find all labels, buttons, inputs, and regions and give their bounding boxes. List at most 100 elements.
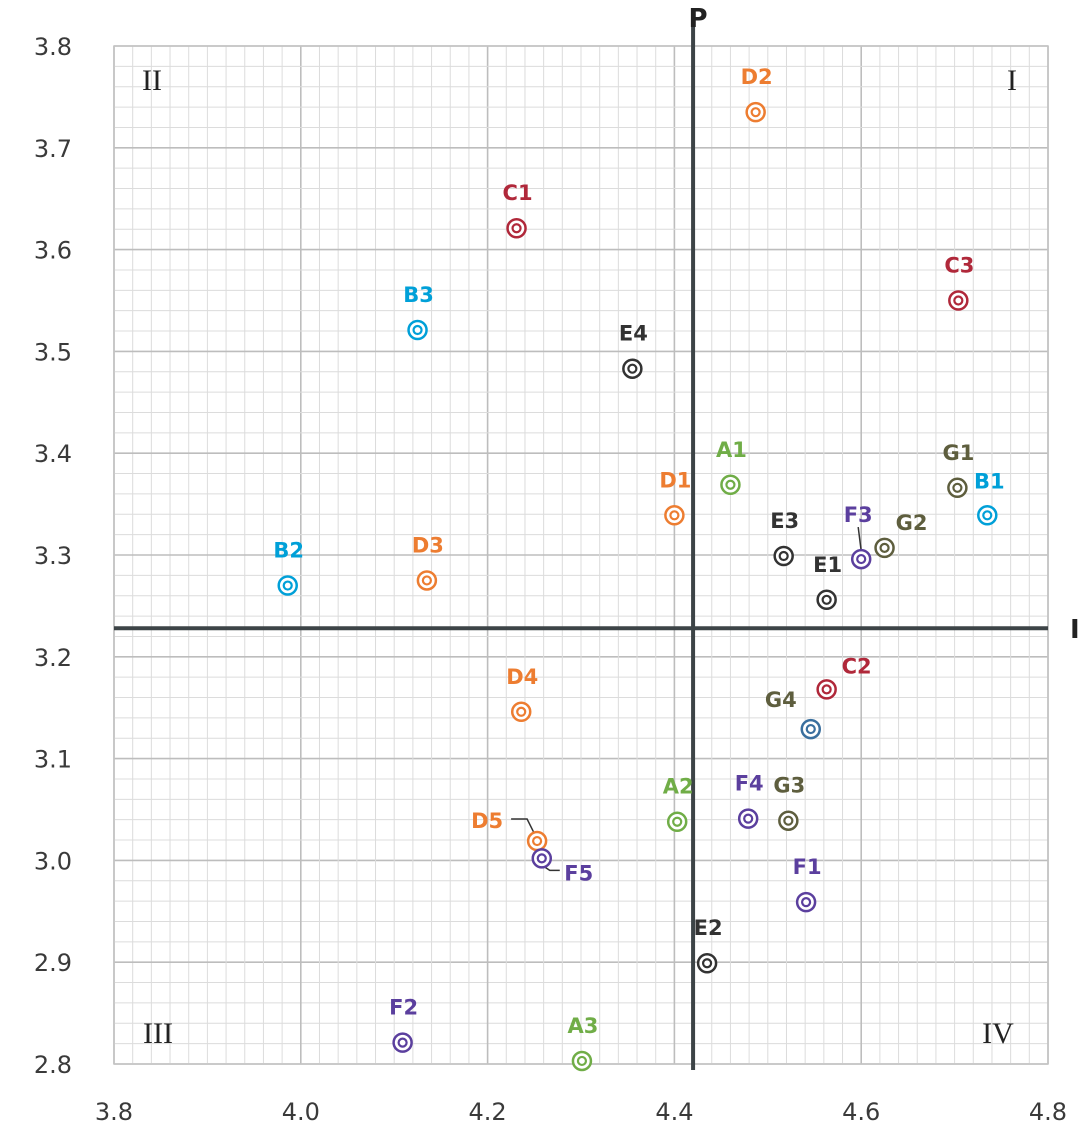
leader-line	[511, 818, 536, 836]
marker-inner-ring	[536, 853, 547, 864]
point-label: F3	[844, 503, 873, 527]
marker-outer-ring	[664, 505, 685, 526]
point-label: F5	[564, 861, 593, 885]
data-point-b3: B3	[403, 283, 434, 341]
marker-outer-ring	[948, 290, 969, 311]
data-point-b2: B2	[273, 539, 304, 596]
data-point-d4: D4	[506, 665, 538, 723]
point-label: G1	[942, 441, 974, 465]
marker-inner-ring	[701, 958, 713, 969]
data-point-f5: F5	[531, 848, 593, 885]
marker-outer-ring	[947, 477, 968, 499]
data-point-g1: G1	[942, 441, 974, 499]
x-tick-label: 4.6	[842, 1098, 880, 1126]
y-tick-label: 3.4	[34, 440, 72, 468]
point-label: A2	[663, 775, 694, 799]
marker-outer-ring	[416, 570, 438, 591]
data-point-f4: F4	[735, 772, 764, 829]
marker-outer-ring	[277, 575, 298, 596]
point-label: B3	[403, 283, 434, 307]
tick-labels: 3.8 4.0 4.2 4.4 4.6 4.8 2.8 2.9 3.0 3.1 3.2 3.3 3.4 3…	[34, 33, 1067, 1126]
horizontal-line-label: I	[1070, 615, 1080, 645]
x-tick-label: 4.8	[1029, 1098, 1067, 1126]
quadrant-labels: I II III IV	[142, 64, 1017, 1050]
point-label: D4	[506, 665, 538, 689]
y-tick-label: 3.0	[34, 847, 72, 875]
point-label: G4	[765, 688, 797, 712]
point-label: E1	[813, 553, 842, 577]
marker-outer-ring	[696, 952, 718, 974]
grid	[113, 45, 1049, 1065]
marker-inner-ring	[725, 479, 736, 490]
marker-outer-ring	[510, 701, 532, 723]
marker-outer-ring	[745, 101, 766, 123]
point-label: C3	[944, 254, 974, 278]
y-tick-label: 2.9	[34, 949, 72, 977]
marker-outer-ring	[850, 548, 872, 570]
point-label: E3	[770, 509, 799, 533]
point-label: A1	[716, 438, 747, 462]
data-point-c2: C2	[816, 654, 872, 700]
data-point-c3: C3	[944, 254, 974, 311]
leader-line	[857, 526, 862, 552]
y-tick-label: 3.2	[34, 644, 72, 672]
marker-inner-ring	[421, 575, 432, 586]
marker-inner-ring	[511, 223, 522, 234]
marker-inner-ring	[856, 553, 867, 565]
marker-outer-ring	[800, 718, 822, 740]
data-point-g2: G2	[874, 511, 928, 559]
point-label: D2	[741, 65, 773, 89]
point-label: A3	[567, 1014, 598, 1038]
point-label: G2	[896, 511, 928, 535]
point-label: E2	[694, 916, 723, 940]
point-label: C2	[842, 654, 872, 678]
quadrant-label-3: III	[143, 1017, 173, 1050]
marker-inner-ring	[952, 482, 963, 493]
marker-outer-ring	[778, 810, 799, 831]
quadrant-label-1: I	[1007, 64, 1017, 97]
y-tick-label: 3.3	[34, 542, 72, 570]
marker-inner-ring	[982, 510, 993, 521]
x-tick-label: 4.4	[655, 1098, 693, 1126]
y-tick-label: 3.1	[34, 746, 72, 774]
data-point-f3: F3	[844, 503, 873, 570]
point-label: E4	[619, 322, 648, 346]
marker-outer-ring	[874, 537, 895, 559]
data-point-b1: B1	[974, 469, 1005, 526]
marker-inner-ring	[397, 1037, 408, 1048]
marker-inner-ring	[576, 1055, 588, 1067]
point-label: F4	[735, 772, 764, 796]
marker-inner-ring	[627, 363, 638, 374]
marker-inner-ring	[783, 815, 794, 826]
data-point-e2: E2	[694, 916, 723, 974]
marker-outer-ring	[816, 589, 837, 611]
y-tick-label: 2.8	[34, 1051, 72, 1079]
quadrant-label-2: II	[142, 64, 162, 97]
marker-outer-ring	[977, 505, 998, 526]
x-tick-label: 4.0	[282, 1098, 320, 1126]
data-point-a3: A3	[567, 1014, 598, 1072]
marker-inner-ring	[821, 684, 832, 695]
marker-outer-ring	[531, 848, 553, 869]
marker-inner-ring	[778, 550, 789, 562]
marker-outer-ring	[666, 811, 688, 832]
marker-inner-ring	[805, 723, 816, 735]
marker-inner-ring	[412, 324, 423, 336]
data-point-a1: A1	[716, 438, 747, 496]
data-point-f2: F2	[389, 996, 418, 1053]
marker-outer-ring	[737, 808, 759, 829]
point-label: D3	[412, 533, 444, 557]
marker-outer-ring	[795, 891, 817, 913]
point-label: G3	[773, 774, 805, 798]
data-point-f1: F1	[793, 855, 822, 913]
data-points: A1 A2 A3 B1 B2 B3 C1 C2 C3 D1 D2 D3 D4 D5 E1 E2 E3 E4 F1 F2…	[273, 65, 1005, 1072]
y-tick-label: 3.8	[34, 33, 72, 61]
point-label: F1	[793, 855, 822, 879]
data-point-a2: A2	[663, 775, 694, 832]
point-label: B1	[974, 469, 1005, 493]
x-tick-label: 3.8	[95, 1098, 133, 1126]
data-point-e4: E4	[619, 322, 648, 379]
y-tick-label: 3.6	[34, 237, 72, 265]
marker-inner-ring	[516, 706, 527, 717]
marker-inner-ring	[750, 107, 761, 118]
